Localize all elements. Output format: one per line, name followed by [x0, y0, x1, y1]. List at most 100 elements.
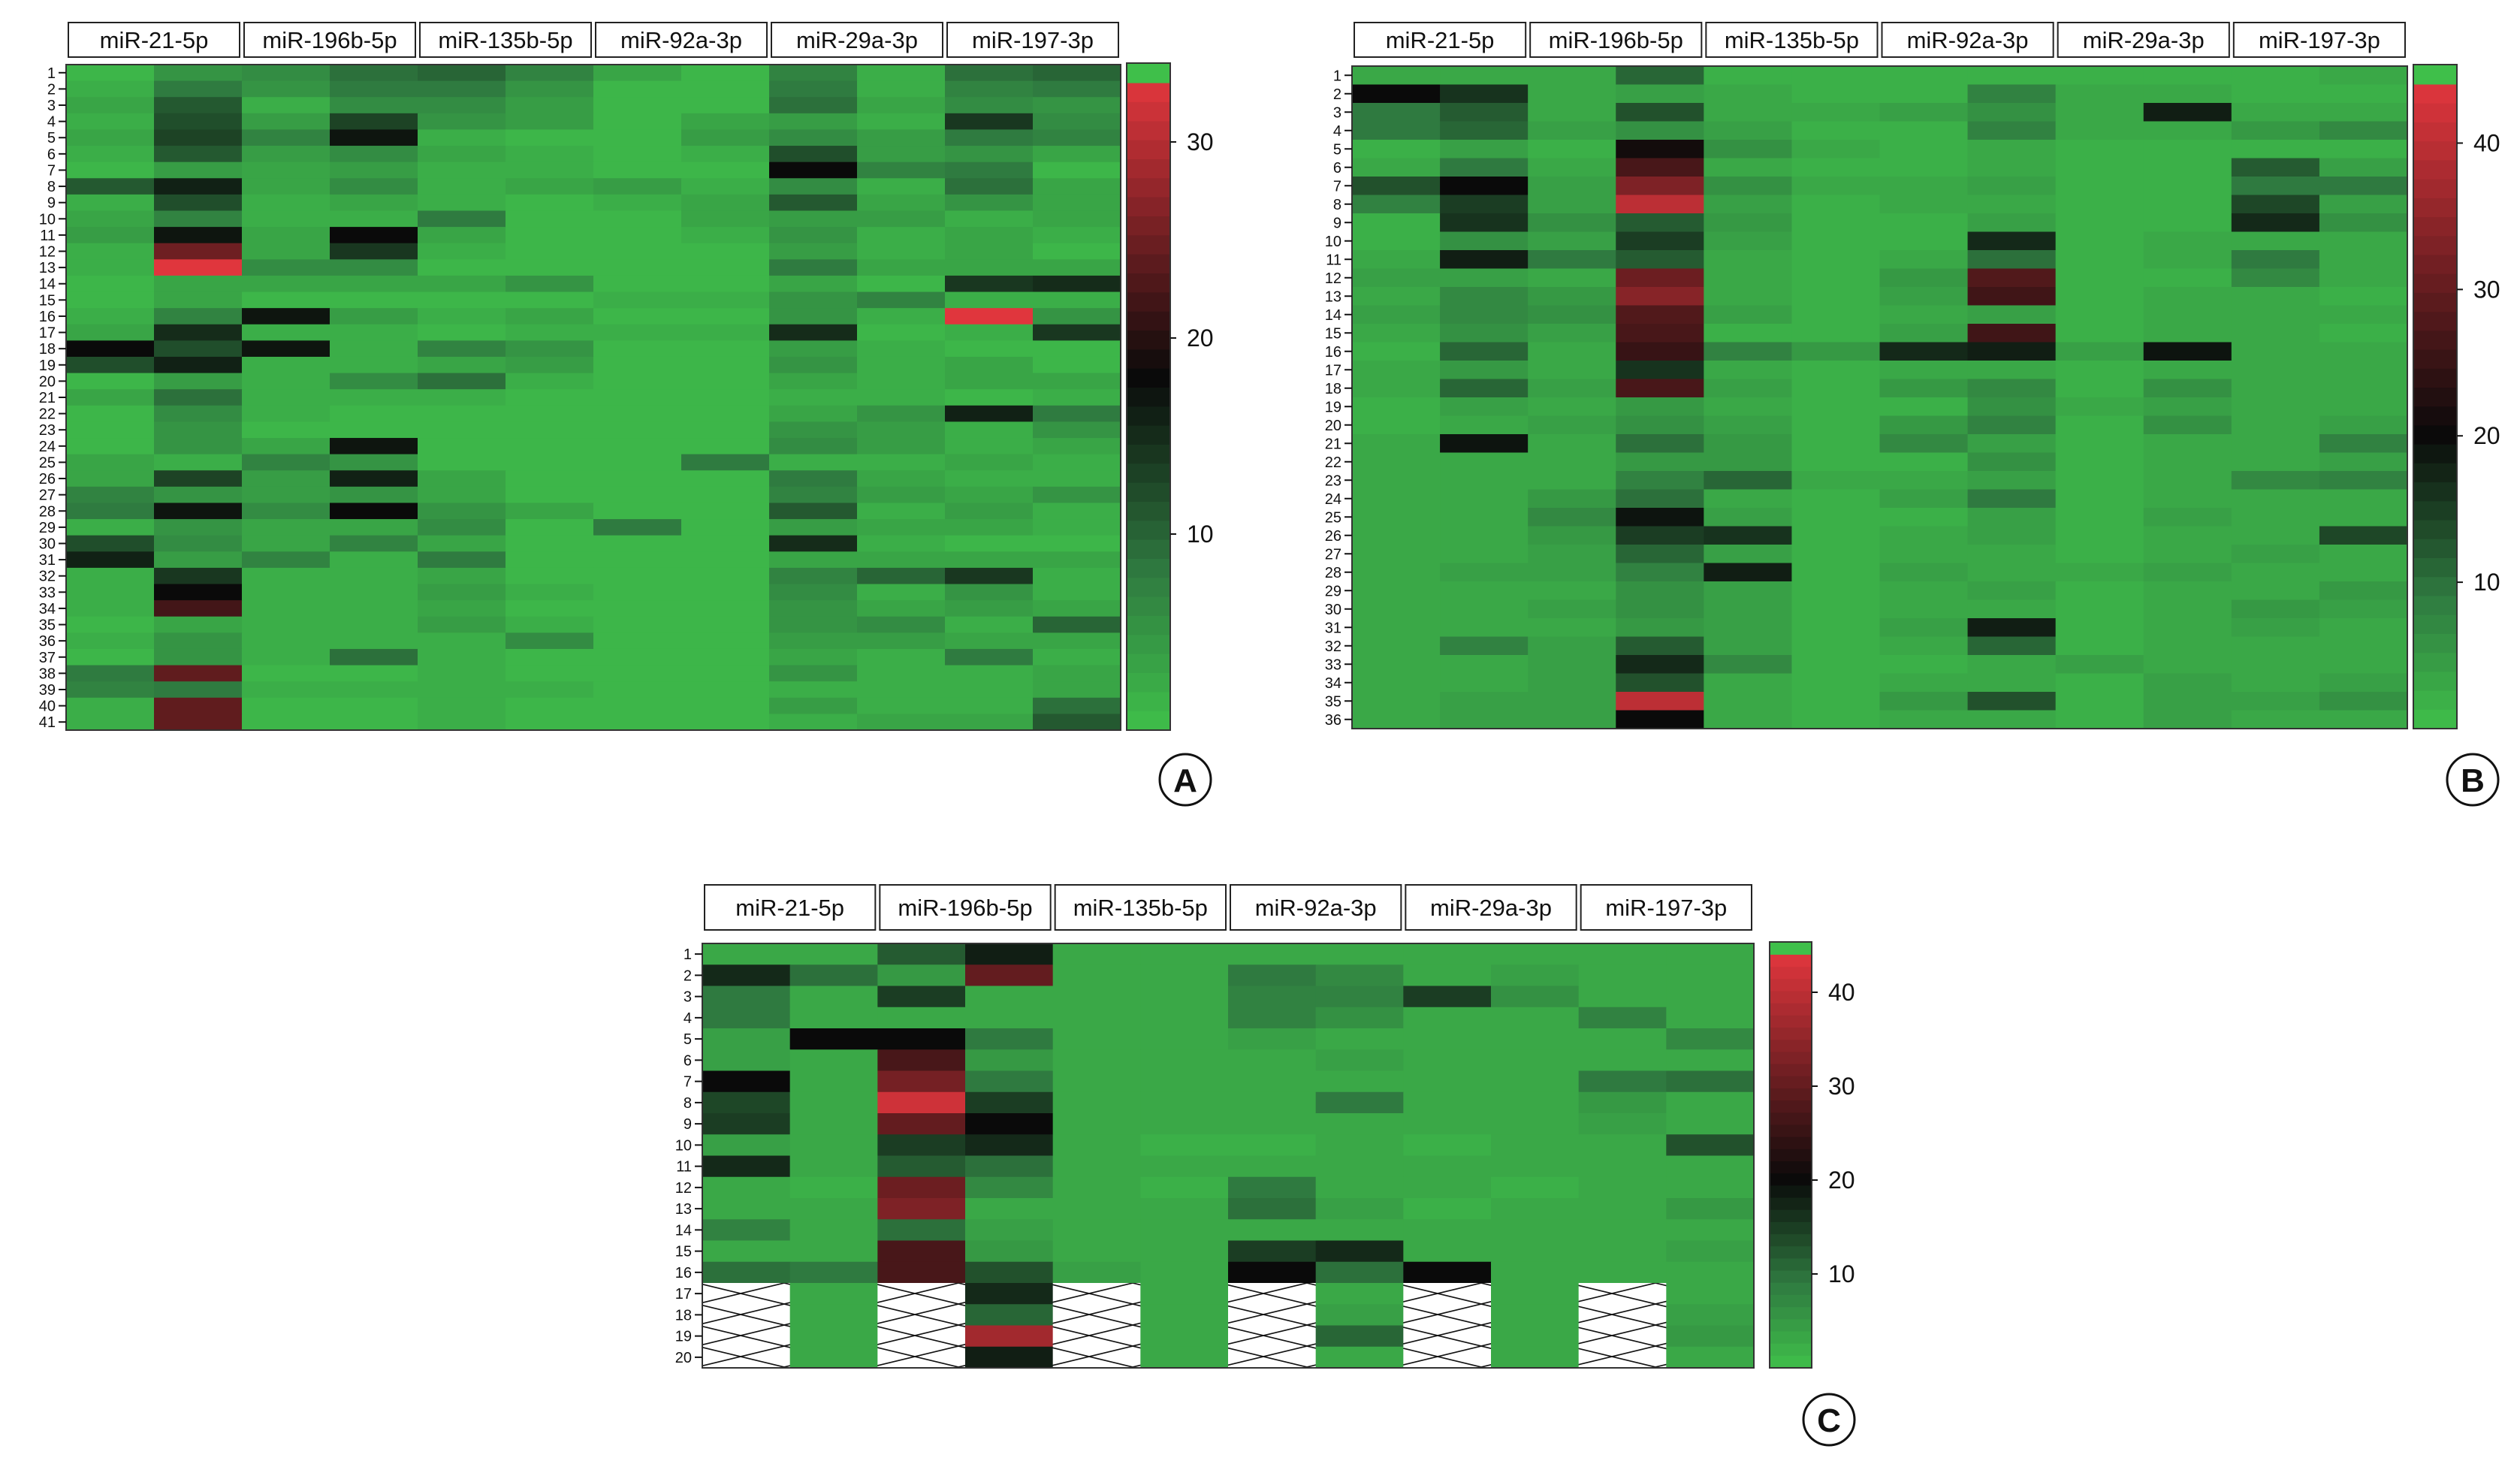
heatmap-cell — [1967, 195, 2057, 214]
colorbar-step — [2413, 558, 2457, 578]
heatmap-cell — [769, 648, 858, 666]
heatmap-cell — [965, 964, 1054, 987]
heatmap-cell — [330, 421, 418, 439]
heatmap-cell — [857, 681, 946, 699]
heatmap-cell — [769, 161, 858, 179]
heatmap-cell — [2143, 379, 2232, 398]
heatmap-cell — [1140, 1304, 1229, 1327]
row-label: 5 — [1333, 141, 1341, 158]
heatmap-cell — [330, 243, 418, 260]
heatmap-cell — [681, 616, 770, 633]
colorbar-step — [2413, 520, 2457, 540]
heatmap-cell — [2231, 140, 2320, 159]
heatmap-cell — [1616, 84, 1704, 104]
heatmap-cell — [1440, 250, 1529, 270]
heatmap-cell — [681, 340, 770, 358]
heatmap-cell — [2319, 66, 2408, 86]
heatmap-cell — [857, 259, 946, 276]
heatmap-cell — [1578, 986, 1667, 1008]
heatmap-cell-missing — [702, 1325, 791, 1348]
heatmap-cell — [1704, 84, 1793, 104]
heatmap-cell — [1403, 986, 1492, 1008]
colorbar-step — [1127, 158, 1170, 179]
heatmap-cell — [1578, 1176, 1667, 1199]
heatmap-cell — [1967, 140, 2057, 159]
row-label: 7 — [684, 1074, 692, 1091]
heatmap-cell — [1528, 471, 1616, 491]
heatmap-cell — [1528, 66, 1616, 86]
heatmap-cell — [242, 632, 330, 650]
heatmap-cell — [857, 291, 946, 309]
heatmap-cell — [1967, 655, 2057, 675]
heatmap-cell — [242, 227, 330, 244]
heatmap-cell — [1879, 397, 1969, 417]
heatmap-cell — [2055, 563, 2144, 582]
heatmap-cell — [418, 291, 506, 309]
heatmap-cell — [857, 535, 946, 552]
heatmap-cell — [681, 567, 770, 585]
heatmap-cell — [1528, 305, 1616, 324]
heatmap-cell — [945, 389, 1034, 406]
heatmap-cell — [857, 356, 946, 374]
heatmap-frame-b — [1351, 65, 2408, 729]
heatmap-cell — [1791, 599, 1881, 619]
heatmap-cell — [1440, 305, 1529, 324]
heatmap-cell — [2319, 342, 2408, 361]
heatmap-cell — [1791, 545, 1881, 564]
heatmap-cell — [154, 584, 243, 601]
heatmap-cell — [593, 373, 682, 390]
heatmap-cell — [681, 681, 770, 699]
heatmap-cell — [1879, 655, 1969, 675]
heatmap-cell — [1879, 361, 1969, 380]
heatmap-cell — [1791, 121, 1881, 140]
heatmap-cell — [945, 551, 1034, 569]
heatmap-cell — [1704, 618, 1793, 638]
heatmap-cell — [1616, 305, 1704, 324]
heatmap-cell — [506, 146, 594, 163]
heatmap-cell — [1033, 454, 1121, 471]
heatmap-cell — [1440, 471, 1529, 491]
heatmap-cell — [789, 1325, 878, 1348]
heatmap-cell — [702, 1176, 791, 1199]
heatmap-cell — [857, 340, 946, 358]
heatmap-cell — [2319, 434, 2408, 454]
heatmap-cell — [2055, 618, 2144, 638]
heatmap-cell — [1440, 452, 1529, 472]
heatmap-cell — [1528, 84, 1616, 104]
heatmap-cell — [330, 324, 418, 341]
heatmap-cell — [1528, 213, 1616, 233]
heatmap-cell — [702, 943, 791, 965]
heatmap-cell — [242, 470, 330, 487]
colorbar-step — [1127, 292, 1170, 312]
heatmap-cell — [330, 470, 418, 487]
colorbar-step — [1127, 121, 1170, 141]
heatmap-cell — [2319, 526, 2408, 545]
heatmap-cell-missing — [1403, 1304, 1492, 1327]
heatmap-cell — [506, 714, 594, 731]
colorbar-step — [1770, 1076, 1812, 1089]
heatmap-cell — [1967, 268, 2057, 288]
colorbar-step — [1770, 1246, 1812, 1260]
row-label: 1 — [684, 946, 692, 963]
heatmap-cell — [1033, 600, 1121, 617]
heatmap-cell — [965, 1007, 1054, 1029]
heatmap-cell — [1879, 66, 1969, 86]
heatmap-cell — [1528, 581, 1616, 601]
heatmap-cell — [769, 291, 858, 309]
heatmap-cell — [681, 665, 770, 682]
heatmap-cell — [1315, 1113, 1404, 1135]
heatmap-cell — [593, 535, 682, 552]
heatmap-cell — [857, 454, 946, 471]
heatmap-frame-c — [702, 943, 1755, 1369]
heatmap-cell — [506, 80, 594, 98]
heatmap-cell — [2231, 434, 2320, 454]
row-label: 13 — [675, 1201, 692, 1218]
heatmap-cell — [2319, 636, 2408, 656]
heatmap-cell — [1528, 636, 1616, 656]
heatmap-cell — [66, 519, 155, 536]
heatmap-cell — [702, 1198, 791, 1220]
colorbar-step — [1770, 1028, 1812, 1040]
heatmap-cell — [1704, 177, 1793, 196]
heatmap-cell — [1528, 692, 1616, 711]
heatmap-cell — [1352, 195, 1441, 214]
